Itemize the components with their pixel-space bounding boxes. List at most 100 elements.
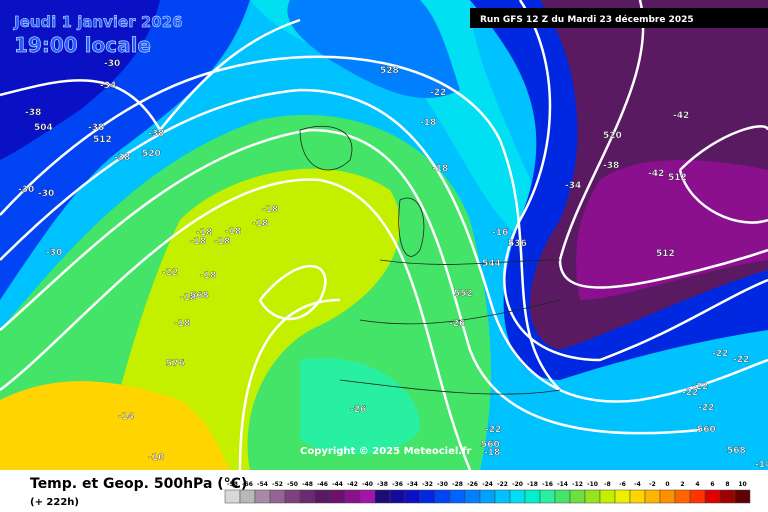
scale-label: -16 xyxy=(542,481,553,488)
contour-label: -22 xyxy=(733,355,749,365)
scale-label: -32 xyxy=(422,481,433,488)
scale-label: -54 xyxy=(257,481,268,488)
warm-area xyxy=(100,168,401,470)
scale-label: 2 xyxy=(680,481,684,488)
run-banner xyxy=(470,8,768,28)
contour-label: 576 xyxy=(166,359,185,369)
scale-label: -22 xyxy=(497,481,508,488)
contour-label: -38 xyxy=(603,161,619,171)
scale-swatch xyxy=(404,489,421,504)
scale-label: -52 xyxy=(272,481,283,488)
scale-label: -14 xyxy=(557,481,568,488)
time-text: 19:00 locale xyxy=(14,33,151,57)
scale-swatch xyxy=(299,489,316,504)
contour-label: 528 xyxy=(380,66,399,76)
scale-label: -20 xyxy=(512,481,523,488)
contour-label: 512 xyxy=(668,173,687,183)
scale-swatch xyxy=(674,489,691,504)
scale-label: -44 xyxy=(332,481,343,488)
scale-swatch xyxy=(584,489,601,504)
scale-swatch xyxy=(389,489,406,504)
scale-swatch xyxy=(224,489,241,504)
scale-label: -24 xyxy=(482,481,493,488)
scale-swatch xyxy=(689,489,706,504)
scale-swatch xyxy=(434,489,451,504)
contour-label: -10 xyxy=(148,453,164,463)
scale-swatch xyxy=(554,489,571,504)
contour-label: -18 xyxy=(200,271,216,281)
contour-label: -34 xyxy=(565,181,581,191)
scale-swatch xyxy=(374,489,391,504)
scale-swatch xyxy=(239,489,256,504)
warm-area xyxy=(0,381,230,470)
contour-label: -26 xyxy=(350,405,366,415)
scale-label: -36 xyxy=(392,481,403,488)
scale-label: -10 xyxy=(587,481,598,488)
scale-swatch xyxy=(464,489,481,504)
scale-label: -26 xyxy=(467,481,478,488)
contour-label: -22 xyxy=(485,425,501,435)
scale-label: -48 xyxy=(302,481,313,488)
scale-swatch xyxy=(254,489,271,504)
scale-swatch xyxy=(524,489,541,504)
scale-label: 6 xyxy=(710,481,714,488)
scale-label: -40 xyxy=(362,481,373,488)
scale-swatch xyxy=(644,489,661,504)
contour-label: -18 xyxy=(420,118,436,128)
contour-label: -30 xyxy=(104,59,120,69)
contour-label: 512 xyxy=(656,249,675,259)
contour-label: -38 xyxy=(88,123,104,133)
scale-swatch xyxy=(704,489,721,504)
scale-swatch xyxy=(629,489,646,504)
scale-label: -56 xyxy=(242,481,253,488)
scale-label: -58 xyxy=(227,481,238,488)
scale-label: -6 xyxy=(619,481,626,488)
scale-swatch xyxy=(719,489,736,504)
scale-swatch xyxy=(269,489,286,504)
contour-label: 504 xyxy=(34,123,53,133)
scale-swatch xyxy=(314,489,331,504)
contour-label: -18 xyxy=(484,448,500,458)
scale-swatch xyxy=(509,489,526,504)
isohypses xyxy=(0,0,768,471)
contour-label: -38 xyxy=(25,108,41,118)
scale-label: -46 xyxy=(317,481,328,488)
scale-label: -12 xyxy=(572,481,583,488)
contour-label: 536 xyxy=(508,239,527,249)
contour-label: 560 xyxy=(481,440,500,450)
contour-label: -18 xyxy=(262,205,278,215)
scale-label: -28 xyxy=(452,481,463,488)
footer-lead: (+ 222h) xyxy=(30,497,79,508)
contour-label: 520 xyxy=(142,149,161,159)
scale-swatch xyxy=(329,489,346,504)
contour-label: -18 xyxy=(174,319,190,329)
footer-title: Temp. et Geop. 500hPa (°C) xyxy=(30,476,247,492)
scale-swatch xyxy=(344,489,361,504)
contour-label: 520 xyxy=(603,131,622,141)
contour-label: -22 xyxy=(162,268,178,278)
contour-label: -18 xyxy=(225,227,241,237)
cool-area xyxy=(300,358,420,454)
contour-label: -22 xyxy=(712,349,728,359)
contour-label: -18 xyxy=(252,219,268,229)
scale-label: 0 xyxy=(665,481,669,488)
contour-label: 552 xyxy=(454,289,473,299)
contour-label: -22 xyxy=(682,388,698,398)
scale-swatch xyxy=(659,489,676,504)
contour-label: -14 xyxy=(118,412,134,422)
contour-label: -18 xyxy=(196,228,212,238)
contour-label: -18 xyxy=(190,237,206,247)
scale-label: -4 xyxy=(634,481,641,488)
scale-swatch xyxy=(359,489,376,504)
contour-label: 544 xyxy=(482,259,501,269)
contour-label: 512 xyxy=(93,135,112,145)
run-text: Run GFS 12 Z du Mardi 23 décembre 2025 xyxy=(480,14,694,25)
contour-label: -22 xyxy=(692,382,708,392)
contour-label: -38 xyxy=(114,153,130,163)
contour-label: -18 xyxy=(180,293,196,303)
scale-swatch xyxy=(539,489,556,504)
scale-swatch xyxy=(449,489,466,504)
contour-label: -30 xyxy=(46,248,62,258)
contour-label: -18 xyxy=(214,237,230,247)
